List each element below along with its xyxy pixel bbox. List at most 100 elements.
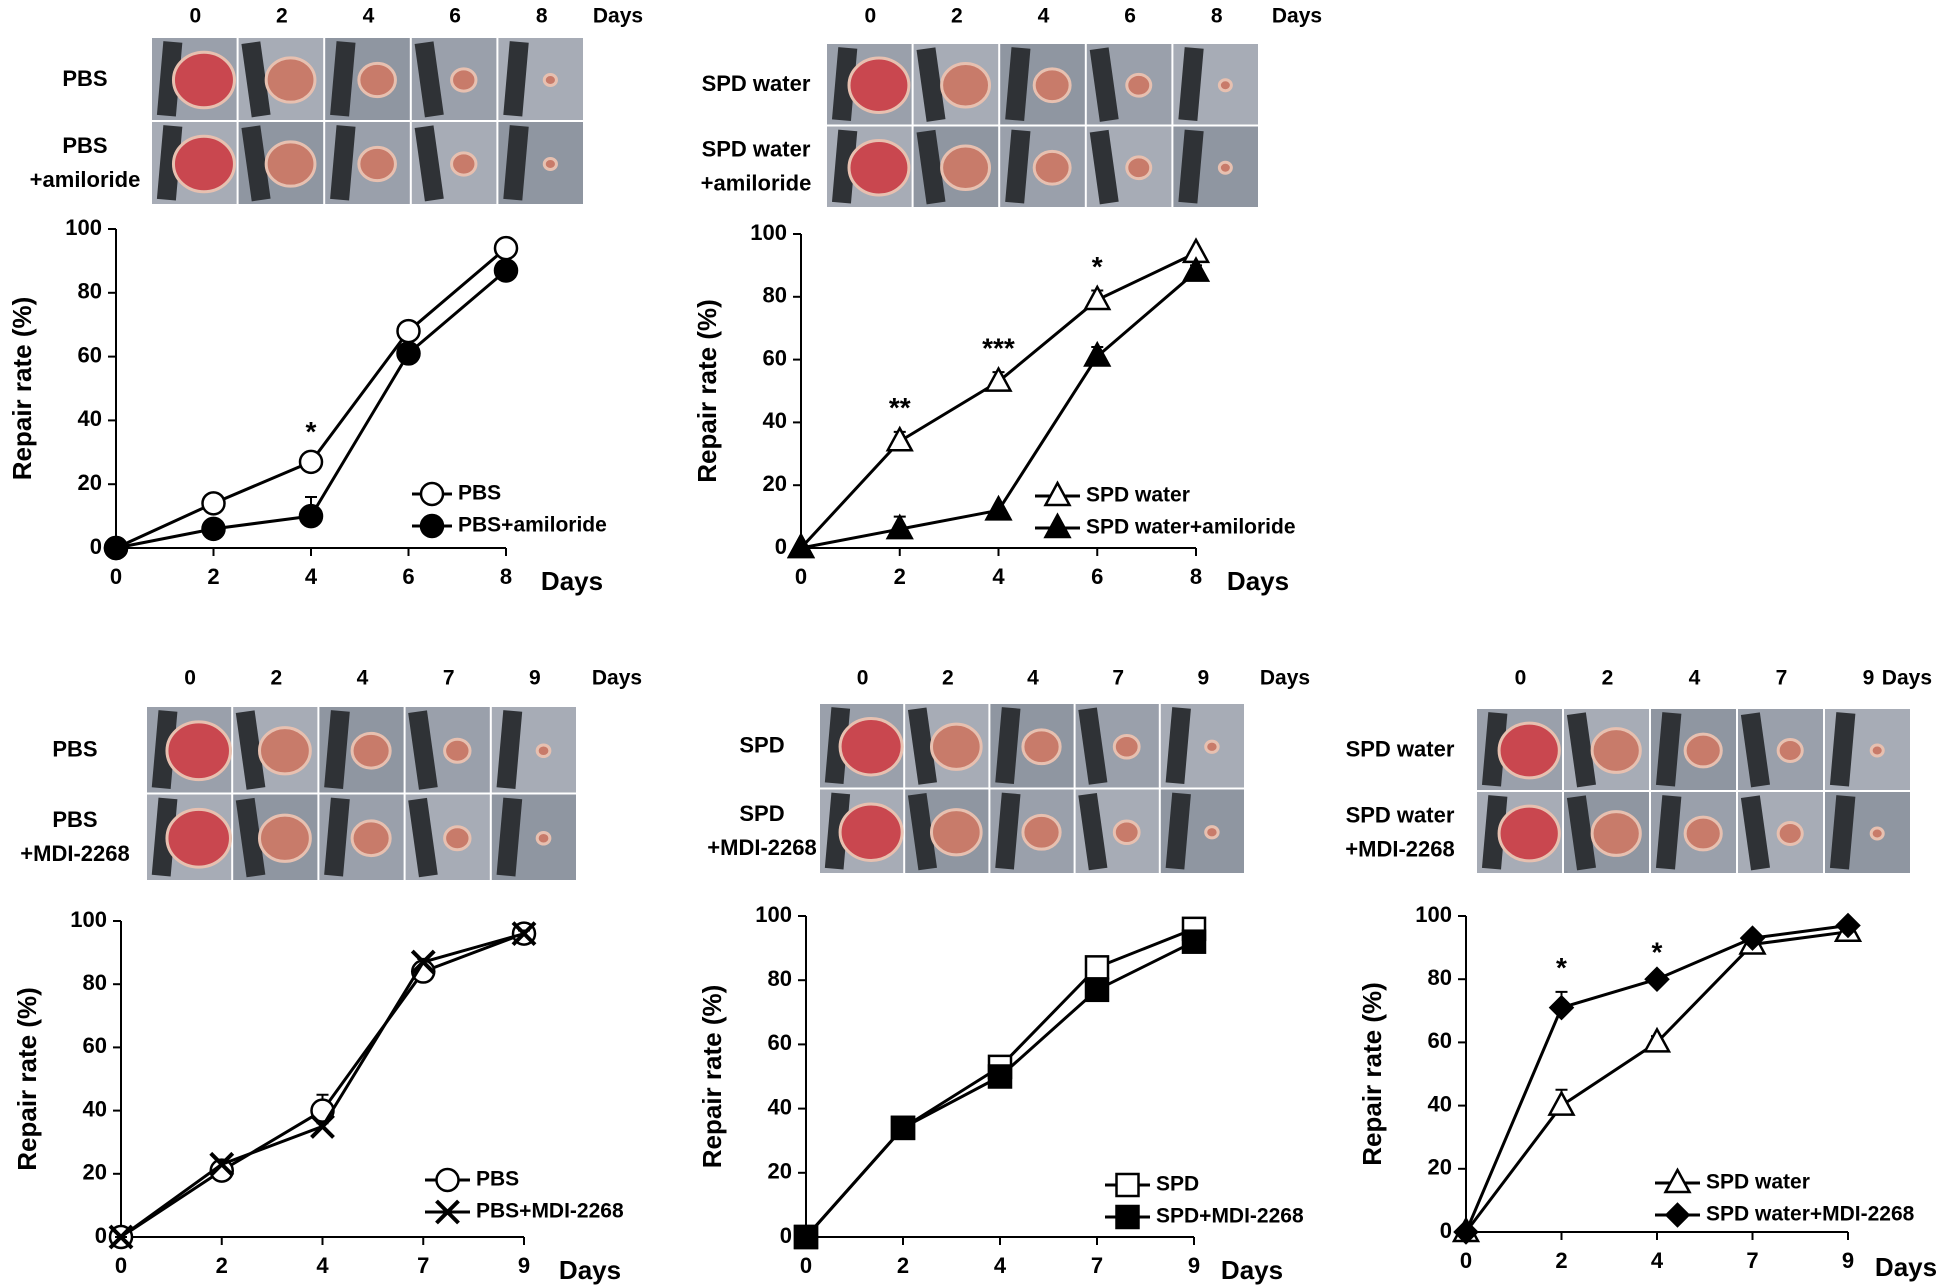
x-tick-label: 8 (500, 564, 512, 589)
photo-day-label: 0 (857, 667, 869, 690)
legend-marker (435, 1167, 460, 1193)
photo-ruler (1655, 795, 1682, 870)
x-axis-label: Days (1227, 566, 1289, 596)
data-point (1083, 340, 1112, 367)
data-point (1644, 966, 1670, 992)
photo-day-label: 9 (1198, 667, 1210, 690)
photo-wound (258, 813, 312, 863)
legend-marker (435, 1199, 460, 1225)
data-point (1083, 284, 1112, 311)
y-tick-label: 60 (78, 342, 102, 367)
x-tick-label: 4 (1651, 1248, 1664, 1273)
photo-day-label: 0 (189, 5, 201, 28)
photo-wound (1125, 72, 1153, 98)
legend-marker (419, 513, 445, 539)
photo-day-label: 4 (1027, 667, 1039, 690)
photo-day-label: 8 (536, 5, 548, 28)
y-tick-label: 80 (83, 970, 107, 995)
photo-wound (1217, 160, 1233, 175)
photo-wound (535, 743, 552, 759)
photo-ruler (324, 710, 350, 789)
photo-wound (350, 731, 392, 770)
x-tick-label: 2 (897, 1253, 909, 1278)
photo-day-label: 2 (951, 5, 963, 28)
data-point (1642, 1026, 1672, 1053)
photo-ruler (995, 707, 1021, 784)
y-tick-label: 40 (1428, 1091, 1452, 1116)
y-axis-label: Repair rate (%) (1357, 982, 1387, 1166)
photo-ruler (1078, 707, 1108, 785)
y-tick-label: 60 (768, 1030, 792, 1055)
photo-wound (450, 67, 478, 93)
photo-wound (847, 56, 911, 114)
data-point (108, 1224, 134, 1250)
photo-row-label: PBS (62, 66, 107, 91)
photo-ruler (1481, 712, 1508, 787)
y-tick-label: 100 (1415, 902, 1452, 927)
photo-day-label: 4 (1038, 5, 1050, 28)
x-tick-label: 0 (110, 564, 122, 589)
photo-wound (1217, 78, 1233, 93)
photo-wound (1021, 813, 1062, 851)
legend-label: PBS (458, 482, 501, 505)
data-point (103, 535, 129, 561)
photo-wound (940, 144, 992, 192)
photo-day-label: 2 (942, 667, 954, 690)
photo-days-unit: Days (593, 5, 643, 28)
photo-ruler (831, 47, 858, 121)
series-line (120, 932, 525, 1239)
photo-day-label: 9 (1863, 667, 1875, 690)
photo-ruler (1005, 129, 1031, 204)
y-axis-label: Repair rate (%) (7, 297, 37, 481)
data-point (1547, 1089, 1576, 1116)
photo-row-label: +MDI-2268 (1345, 836, 1454, 861)
photo-row-label: SPD (739, 733, 784, 758)
photo-wound (443, 737, 472, 764)
photo-wound (1497, 804, 1561, 863)
photo-ruler (156, 41, 183, 117)
photo-wound (258, 726, 312, 776)
x-tick-label: 0 (795, 564, 807, 589)
photo-day-label: 4 (357, 667, 369, 690)
y-tick-label: 80 (1428, 965, 1452, 990)
x-tick-label: 9 (518, 1253, 530, 1278)
photo-ruler (995, 792, 1021, 870)
photo-days-unit: Days (1260, 667, 1310, 690)
photo-wound (171, 50, 236, 110)
photo-wound (1683, 815, 1723, 852)
legend-marker (1663, 1167, 1692, 1194)
photo-wound (1683, 732, 1723, 769)
x-tick-label: 2 (207, 564, 219, 589)
x-tick-label: 0 (800, 1253, 812, 1278)
photo-wound (350, 819, 392, 858)
y-tick-label: 20 (83, 1160, 107, 1185)
data-point (984, 365, 1013, 392)
significance-mark: *** (982, 333, 1015, 364)
x-tick-label: 7 (1091, 1253, 1103, 1278)
photo-ruler (151, 710, 178, 789)
photo-row-label: PBS (52, 737, 97, 762)
y-tick-label: 100 (750, 220, 787, 245)
photo-day-label: 4 (1689, 667, 1701, 690)
photo-wound (929, 808, 983, 857)
photo-ruler (1740, 795, 1771, 871)
photo-ruler (330, 125, 356, 201)
y-tick-label: 60 (1428, 1028, 1452, 1053)
data-point (298, 449, 324, 475)
data-point (396, 318, 421, 344)
photo-row-label: PBS (52, 807, 97, 832)
photo-ruler (907, 792, 937, 871)
photo-ruler (1740, 712, 1771, 788)
y-tick-label: 80 (768, 966, 792, 991)
photo-ruler (1178, 129, 1204, 204)
data-point (1453, 1219, 1479, 1245)
data-point (885, 425, 914, 452)
legend-label: SPD+MDI-2268 (1156, 1205, 1304, 1228)
legend-label: SPD (1156, 1173, 1199, 1196)
data-point (987, 1064, 1013, 1089)
photo-ruler (414, 125, 444, 202)
photo-ruler (408, 797, 438, 878)
legend-label: PBS+MDI-2268 (476, 1200, 624, 1223)
photo-wound (357, 61, 397, 99)
y-tick-label: 80 (763, 283, 787, 308)
